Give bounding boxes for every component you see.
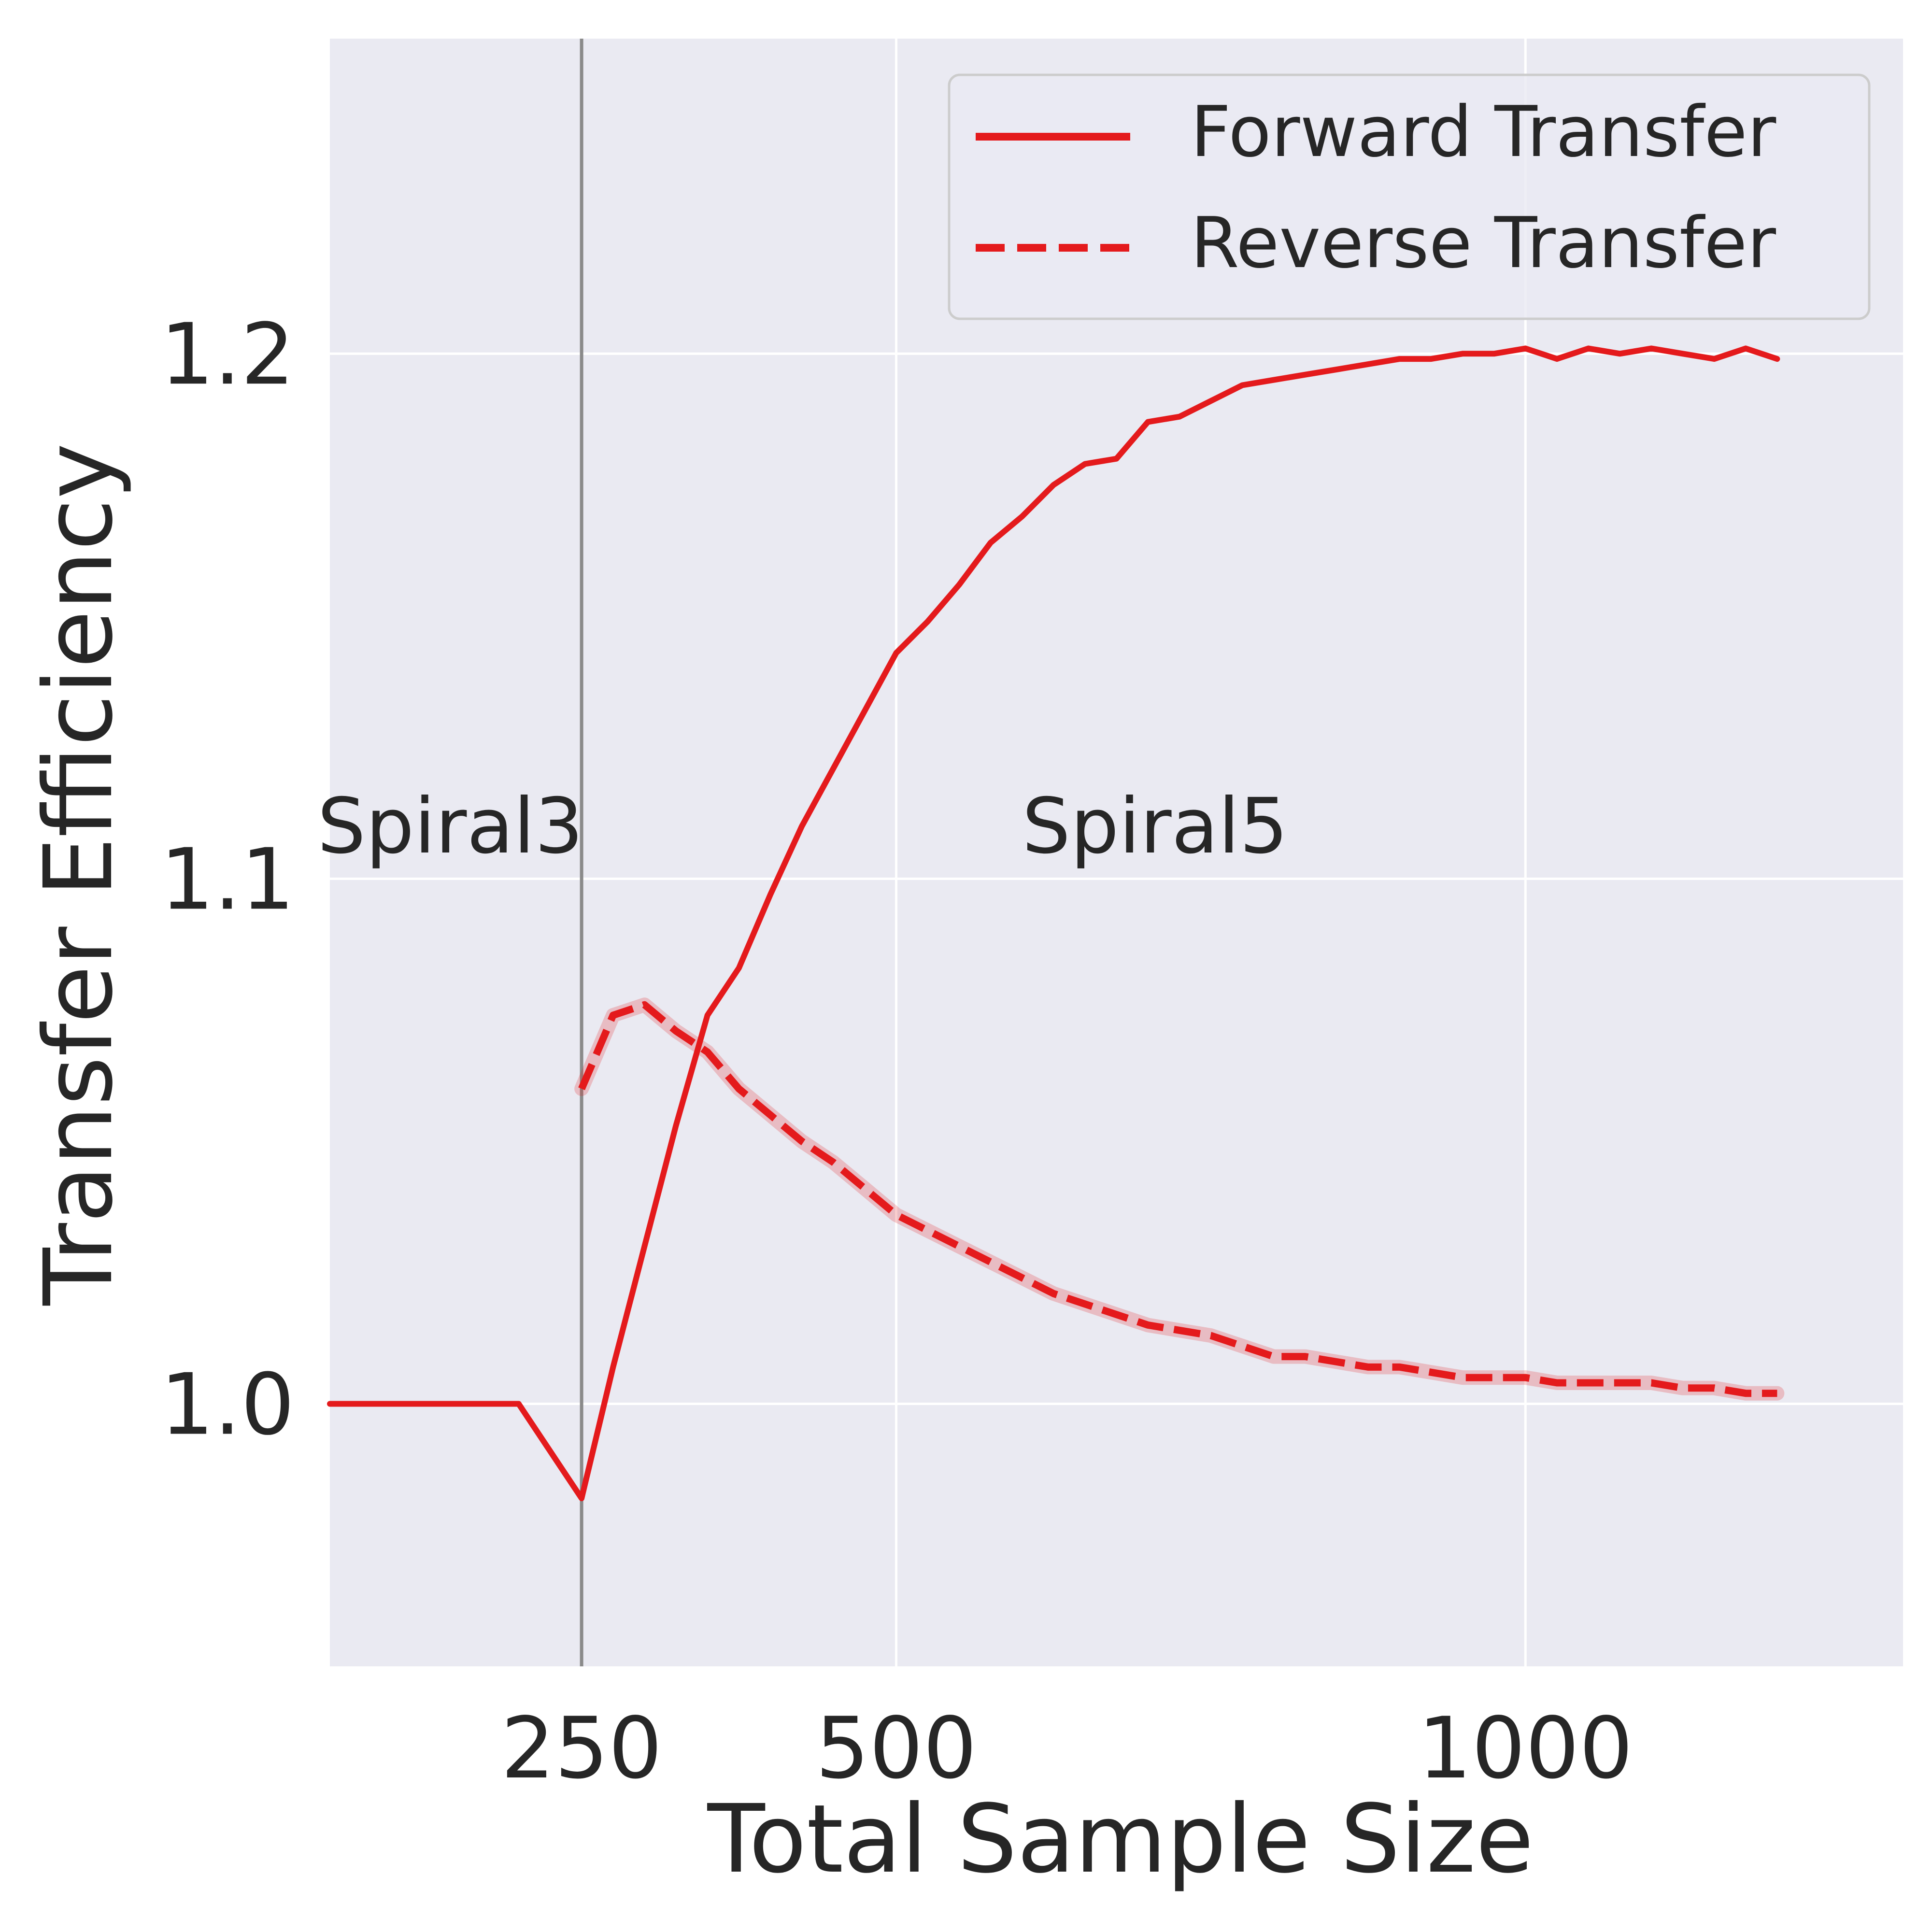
- legend-label-forward: Forward Transfer: [1191, 91, 1776, 173]
- y-axis-label: Transfer Efficiency: [24, 443, 133, 1306]
- x-tick-label: 500: [816, 1700, 977, 1798]
- forward-transfer-line: [327, 345, 1780, 1502]
- axis-ticks: 250 500 1000 1.0 1.1 1.2: [160, 306, 1633, 1798]
- reverse-transfer-line: [578, 1001, 1777, 1397]
- region-annotation: Spiral3: [317, 782, 583, 871]
- annotations: Spiral3 Spiral5: [317, 782, 1288, 871]
- legend-label-reverse: Reverse Transfer: [1191, 202, 1776, 284]
- series-layer: [327, 345, 1785, 1502]
- x-tick-label: 250: [501, 1700, 662, 1798]
- region-annotation: Spiral5: [1022, 782, 1288, 871]
- y-tick-label: 1.1: [160, 831, 295, 929]
- legend-frame: [948, 73, 1871, 320]
- y-tick-label: 1.2: [160, 306, 295, 404]
- legend: Forward Transfer Reverse Transfer: [948, 73, 1871, 320]
- x-tick-label: 1000: [1418, 1700, 1633, 1798]
- x-axis-label: Total Sample Size: [707, 1784, 1534, 1894]
- y-tick-label: 1.0: [160, 1356, 295, 1454]
